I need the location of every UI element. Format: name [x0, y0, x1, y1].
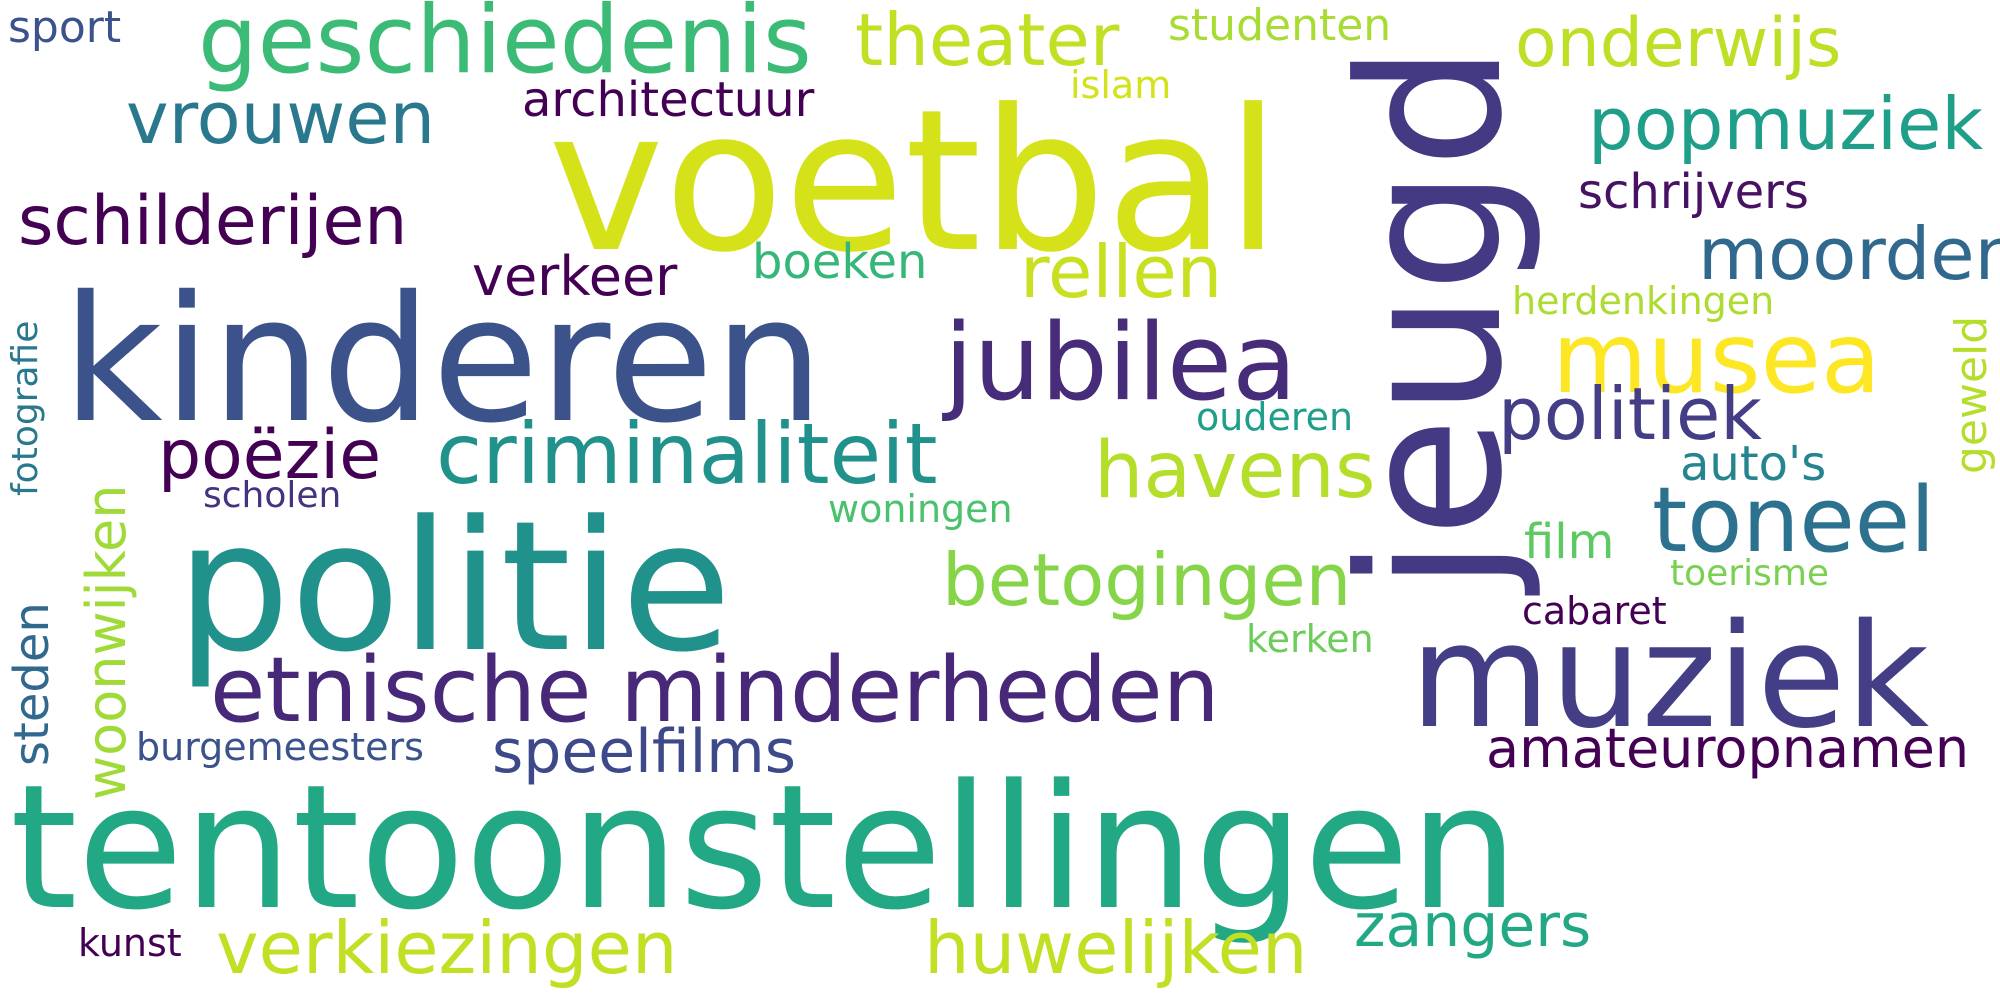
- word-onderwijs: onderwijs: [1515, 4, 1842, 83]
- word-autos: auto's: [1680, 436, 1827, 492]
- word-toerisme: toerisme: [1670, 553, 1830, 594]
- word-geweld: geweld: [1946, 315, 1997, 474]
- word-zangers: zangers: [1354, 891, 1592, 961]
- word-moorden: moorden: [1698, 212, 2000, 296]
- word-verkiezingen: verkiezingen: [216, 906, 678, 990]
- word-etnische-minderheden: etnische minderheden: [210, 638, 1220, 743]
- word-sport: sport: [8, 2, 122, 53]
- word-schilderijen: schilderijen: [18, 182, 408, 261]
- word-studenten: studenten: [1168, 0, 1392, 51]
- word-toneel: toneel: [1652, 468, 1936, 573]
- word-schrijvers: schrijvers: [1578, 164, 1809, 220]
- word-herdenkingen: herdenkingen: [1512, 279, 1775, 323]
- word-poezie: poëzie: [158, 416, 382, 495]
- word-ouderen: ouderen: [1196, 395, 1354, 439]
- word-kerken: kerken: [1246, 617, 1374, 661]
- word-betogingen: betogingen: [942, 538, 1352, 622]
- word-voetbal: voetbal: [548, 68, 1281, 296]
- word-politie: politie: [176, 483, 732, 692]
- word-kinderen: kinderen: [62, 259, 824, 462]
- word-scholen: scholen: [203, 475, 342, 516]
- word-jubilea: jubilea: [944, 301, 1297, 424]
- word-woningen: woningen: [828, 487, 1013, 531]
- word-architectuur: architectuur: [522, 72, 815, 128]
- word-havens: havens: [1094, 426, 1376, 516]
- word-boeken: boeken: [752, 234, 928, 290]
- word-verkeer: verkeer: [472, 245, 678, 308]
- word-muziek: muziek: [1410, 592, 1930, 760]
- word-tentoonstellingen: tentoonstellingen: [10, 747, 1519, 948]
- word-burgemeesters: burgemeesters: [136, 725, 424, 769]
- word-popmuziek: popmuziek: [1588, 82, 1984, 166]
- word-rellen: rellen: [1020, 230, 1223, 314]
- word-amateuropnamen: amateuropnamen: [1486, 717, 1970, 780]
- word-steden: steden: [4, 602, 60, 766]
- word-geschiedenis: geschiedenis: [198, 0, 812, 95]
- word-theater: theater: [855, 0, 1120, 82]
- word-film: film: [1524, 514, 1615, 570]
- word-musea: musea: [1552, 302, 1881, 416]
- word-islam: islam: [1070, 63, 1172, 107]
- word-huwelijken: huwelijken: [924, 906, 1308, 990]
- word-fotografie: fotografie: [5, 320, 46, 496]
- word-cabaret: cabaret: [1522, 589, 1667, 633]
- word-vrouwen: vrouwen: [126, 76, 436, 160]
- word-kunst: kunst: [78, 921, 182, 965]
- word-criminaliteit: criminaliteit: [436, 405, 938, 503]
- word-speelfilms: speelfilms: [492, 717, 797, 787]
- word-politiek: politiek: [1498, 372, 1762, 456]
